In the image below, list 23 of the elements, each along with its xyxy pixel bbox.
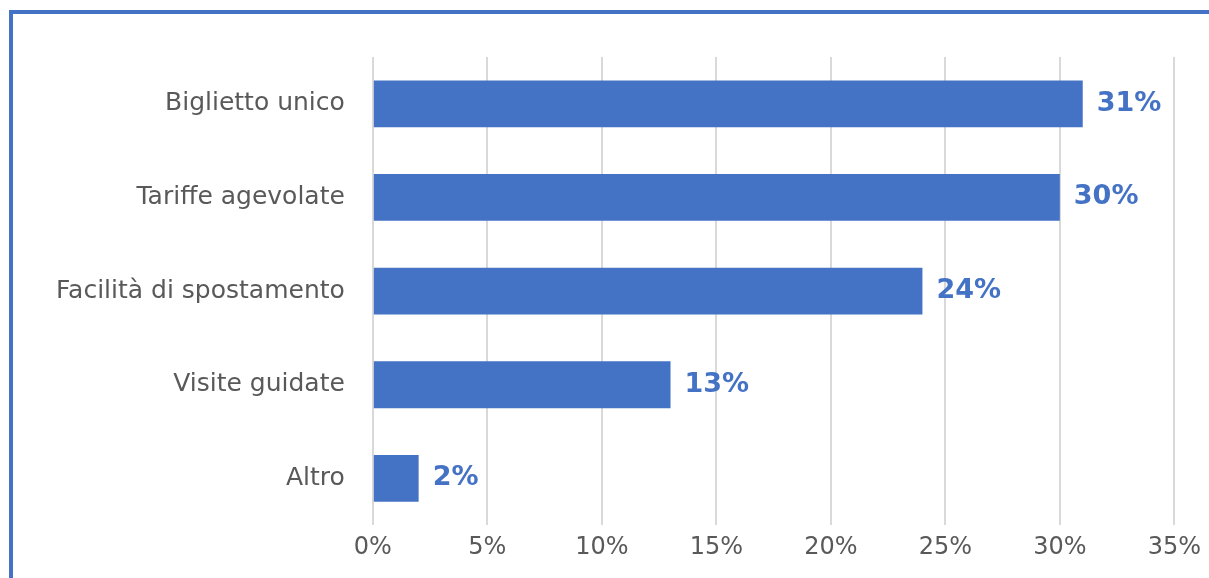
x-tick-label: 25% xyxy=(918,531,972,560)
data-label: 24% xyxy=(936,273,1002,305)
x-tick-label: 10% xyxy=(575,531,629,560)
y-tick-label: Altro xyxy=(285,461,345,491)
bar xyxy=(373,267,923,315)
bar xyxy=(373,454,419,502)
y-tick-label: Biglietto unico xyxy=(165,87,345,117)
bar xyxy=(373,174,1060,221)
bar xyxy=(373,80,1083,128)
data-label: 31% xyxy=(1096,85,1162,117)
x-tick-label: 15% xyxy=(689,531,743,560)
y-tick-label: Visite guidate xyxy=(173,368,345,398)
x-tick-label: 35% xyxy=(1147,531,1201,560)
data-label: 30% xyxy=(1073,179,1139,211)
data-label: 2% xyxy=(432,460,479,492)
y-tick-label: Tariffe agevolate xyxy=(135,180,345,210)
x-tick-label: 0% xyxy=(353,531,392,560)
y-tick-label: Facilità di spostamento xyxy=(55,274,345,304)
x-tick-label: 20% xyxy=(804,531,858,560)
x-tick-label: 5% xyxy=(468,531,507,560)
x-tick-label: 30% xyxy=(1033,531,1087,560)
data-label: 13% xyxy=(684,366,750,398)
bar xyxy=(373,361,671,409)
